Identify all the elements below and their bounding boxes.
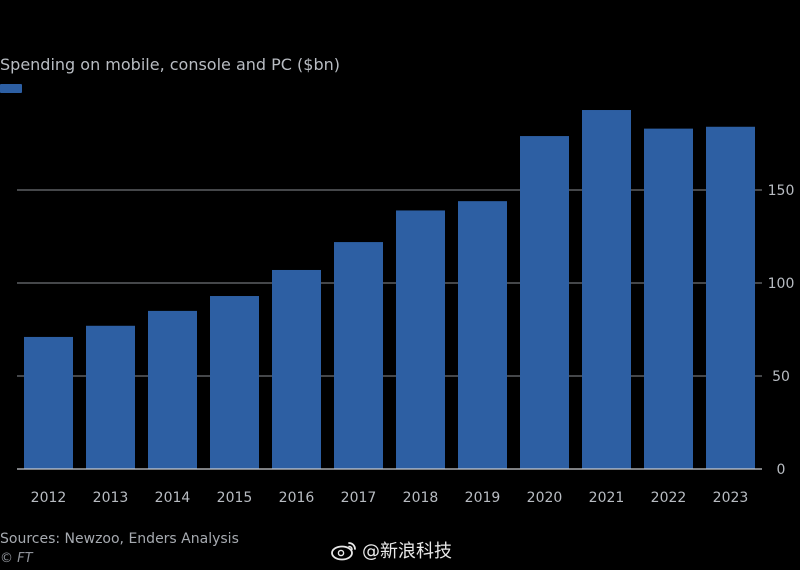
x-tick-label-2023: 2023 bbox=[713, 490, 749, 506]
x-tick-label-2021: 2021 bbox=[589, 490, 625, 506]
legend-swatch bbox=[0, 84, 22, 93]
x-tick-label-2020: 2020 bbox=[527, 490, 563, 506]
x-tick-label-2017: 2017 bbox=[341, 490, 377, 506]
bar-2014 bbox=[148, 310, 197, 469]
bar-2023 bbox=[706, 126, 755, 469]
x-tick-label-2012: 2012 bbox=[31, 490, 67, 506]
y-tick-label-100: 100 bbox=[768, 276, 795, 292]
bar-2021 bbox=[582, 110, 631, 470]
bar-2022 bbox=[644, 128, 693, 469]
x-tick-label-2013: 2013 bbox=[93, 490, 129, 506]
bar-2020 bbox=[520, 136, 569, 469]
y-tick-label-50: 50 bbox=[772, 369, 790, 385]
weibo-watermark: @新浪科技 bbox=[330, 537, 452, 563]
bar-chart: 2012 2013 2014 2015 2016 2017 2018 2019 2020 2021… bbox=[17, 110, 795, 506]
x-tick-label-2015: 2015 bbox=[217, 490, 253, 506]
x-tick-label-2014: 2014 bbox=[155, 490, 191, 506]
bar-2018 bbox=[396, 210, 445, 469]
source-note: Sources: Newzoo, Enders Analysis bbox=[0, 531, 239, 547]
watermark-text: @新浪科技 bbox=[362, 541, 452, 562]
y-tick-label-150: 150 bbox=[768, 183, 795, 199]
x-tick-label-2016: 2016 bbox=[279, 490, 315, 506]
y-tick-label-0: 0 bbox=[777, 462, 786, 478]
x-tick-label-2019: 2019 bbox=[465, 490, 501, 506]
x-tick-label-2022: 2022 bbox=[651, 490, 687, 506]
bar-2013 bbox=[86, 325, 135, 469]
bar-2016 bbox=[272, 269, 321, 469]
weibo-icon bbox=[331, 542, 356, 561]
ft-credit: © FT bbox=[0, 551, 33, 566]
bar-2015 bbox=[210, 296, 259, 469]
x-tick-label-2018: 2018 bbox=[403, 490, 439, 506]
chart-title: Spending on mobile, console and PC ($bn) bbox=[0, 55, 341, 74]
bar-2019 bbox=[458, 201, 507, 469]
bar-2017 bbox=[334, 242, 383, 469]
bar-2012 bbox=[24, 336, 73, 469]
